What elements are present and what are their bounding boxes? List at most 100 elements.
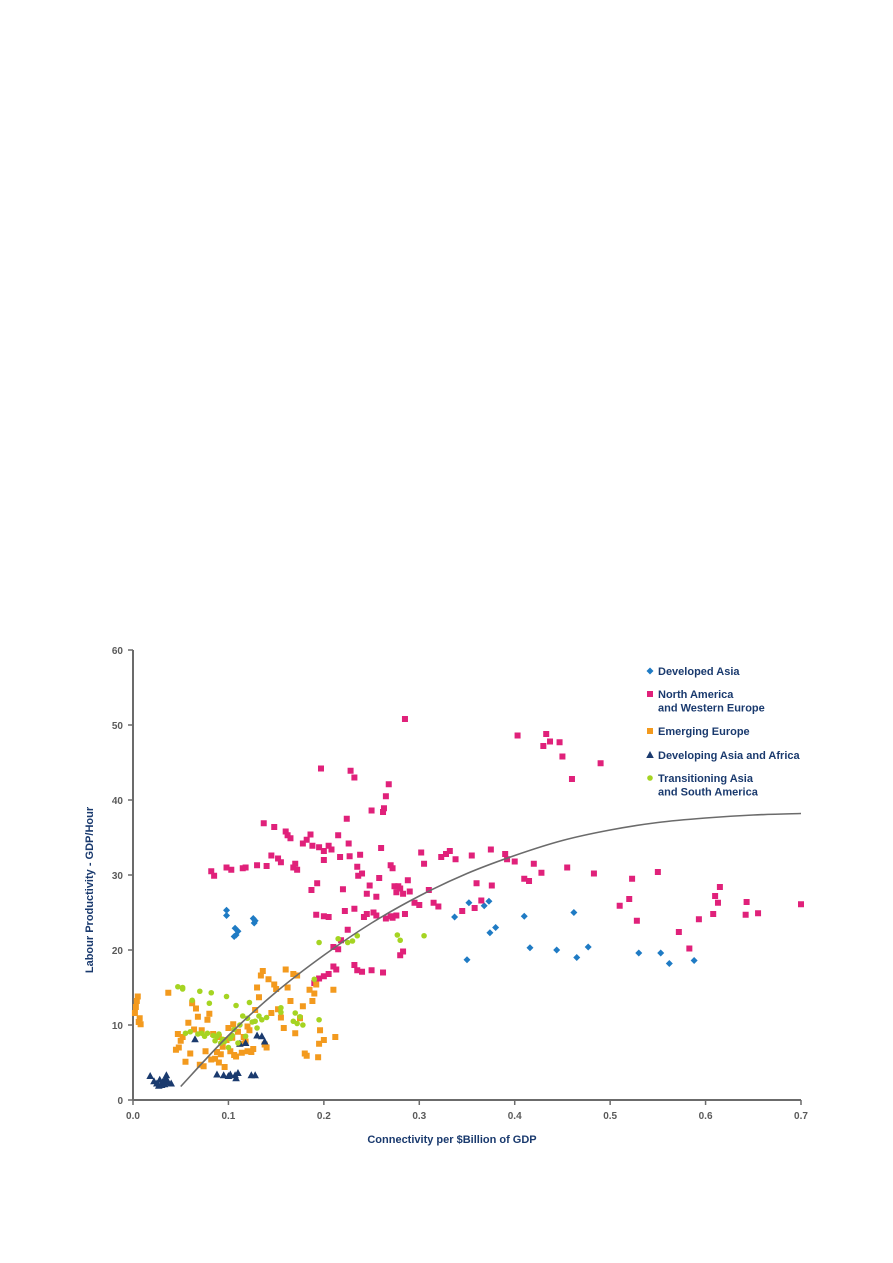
legend-label-4: Transitioning Asia and South America [658, 773, 759, 799]
data-point-series-1 [616, 902, 623, 909]
data-point-series-1 [568, 776, 575, 782]
data-point-series-3 [258, 1032, 266, 1040]
data-point-series-2 [194, 1013, 201, 1020]
data-point-series-3 [234, 1069, 242, 1076]
data-point-series-1 [710, 911, 717, 917]
data-point-series-1 [380, 809, 387, 815]
data-point-series-1 [411, 899, 418, 906]
data-point-series-4 [294, 1020, 300, 1027]
data-point-series-2 [244, 1048, 251, 1055]
data-point-series-1 [487, 846, 494, 853]
data-point-series-2 [182, 1058, 189, 1065]
data-point-series-2 [137, 1021, 144, 1028]
data-point-series-3 [253, 1031, 261, 1039]
data-point-series-2 [299, 1003, 306, 1010]
data-point-series-1 [294, 866, 301, 873]
data-point-series-2 [306, 986, 313, 993]
data-point-series-2 [133, 998, 140, 1004]
y-tick-label: 20 [112, 946, 124, 957]
legend-marker-4 [647, 775, 653, 781]
data-point-series-0 [230, 933, 238, 940]
x-tick-label: 0.5 [603, 1111, 617, 1122]
data-point-series-1 [309, 842, 316, 849]
data-point-series-1 [397, 885, 404, 892]
data-point-series-1 [268, 852, 275, 859]
axes [132, 650, 801, 1101]
y-tick-label: 30 [112, 871, 124, 882]
data-point-series-1 [502, 851, 509, 857]
data-point-series-1 [275, 855, 282, 862]
data-point-series-1 [511, 858, 518, 865]
data-point-series-0 [492, 924, 500, 931]
data-point-series-1 [282, 828, 289, 835]
data-point-series-1 [478, 897, 485, 904]
data-point-series-1 [316, 844, 323, 851]
x-tick-label: 0.4 [508, 1111, 522, 1122]
data-point-series-2 [284, 984, 291, 991]
data-point-series-4 [225, 1044, 232, 1051]
data-point-series-1 [341, 908, 348, 914]
data-point-series-4 [179, 984, 186, 991]
data-point-series-1 [514, 732, 521, 739]
y-axis-ticks: 0 10 20 30 40 50 60 [112, 646, 133, 1107]
data-point-series-1 [344, 926, 351, 933]
data-point-series-3 [162, 1071, 171, 1079]
data-point-series-1 [538, 869, 545, 876]
data-point-series-0 [573, 954, 581, 961]
data-point-series-4 [300, 1022, 306, 1028]
data-point-series-2 [303, 1052, 310, 1059]
data-point-series-1 [328, 846, 335, 853]
data-point-series-2 [221, 1064, 228, 1070]
data-point-series-1 [400, 890, 407, 897]
data-point-series-4 [394, 932, 401, 938]
data-point-series-2 [230, 1021, 237, 1028]
data-point-series-2 [254, 984, 261, 991]
data-point-series-1 [393, 889, 400, 896]
legend: Developed Asia North America and Western E… [646, 666, 800, 799]
data-point-series-1 [597, 760, 604, 767]
data-point-series-1 [695, 916, 702, 923]
data-point-series-2 [227, 1048, 234, 1055]
data-point-series-1 [359, 870, 366, 877]
data-point-series-2 [263, 1044, 270, 1051]
data-point-series-2 [275, 1006, 282, 1013]
x-axis-label: Connectivity per $Billion of GDP [367, 1134, 536, 1146]
data-point-series-2 [259, 968, 266, 974]
data-point-series-1 [547, 738, 554, 745]
data-point-series-1 [292, 860, 299, 867]
data-point-series-2 [290, 971, 297, 977]
data-point-series-1 [468, 852, 475, 859]
data-point-series-1 [366, 882, 373, 889]
data-point-series-4 [349, 938, 356, 944]
x-tick-label: 0.3 [412, 1111, 426, 1122]
data-point-series-1 [345, 840, 352, 847]
data-point-series-0 [451, 913, 459, 921]
data-point-series-1 [320, 913, 327, 920]
data-point-series-0 [584, 943, 592, 951]
data-point-series-1 [712, 893, 719, 899]
data-point-series-1 [446, 848, 453, 854]
data-point-series-4 [278, 1009, 284, 1016]
legend-label-0: Developed Asia [658, 666, 740, 678]
data-point-series-4 [189, 997, 195, 1004]
data-point-series-1 [391, 883, 398, 890]
data-point-series-1 [504, 856, 511, 863]
data-point-series-1 [626, 896, 633, 902]
data-point-series-2 [174, 1031, 181, 1037]
data-point-series-4 [316, 939, 322, 946]
data-point-series-1 [556, 739, 563, 746]
data-point-series-2 [134, 993, 141, 1000]
data-point-series-1 [314, 880, 321, 887]
data-point-series-2 [225, 1025, 232, 1031]
data-point-series-1 [303, 836, 310, 843]
data-point-series-1 [242, 864, 249, 871]
data-point-series-0 [526, 944, 534, 952]
data-point-series-2 [179, 1034, 186, 1040]
data-point-series-1 [351, 905, 358, 912]
data-point-series-2 [187, 1050, 194, 1057]
data-point-series-2 [311, 990, 318, 997]
data-point-series-0 [463, 956, 471, 964]
data-point-series-1 [299, 840, 306, 847]
data-point-series-1 [397, 952, 404, 959]
